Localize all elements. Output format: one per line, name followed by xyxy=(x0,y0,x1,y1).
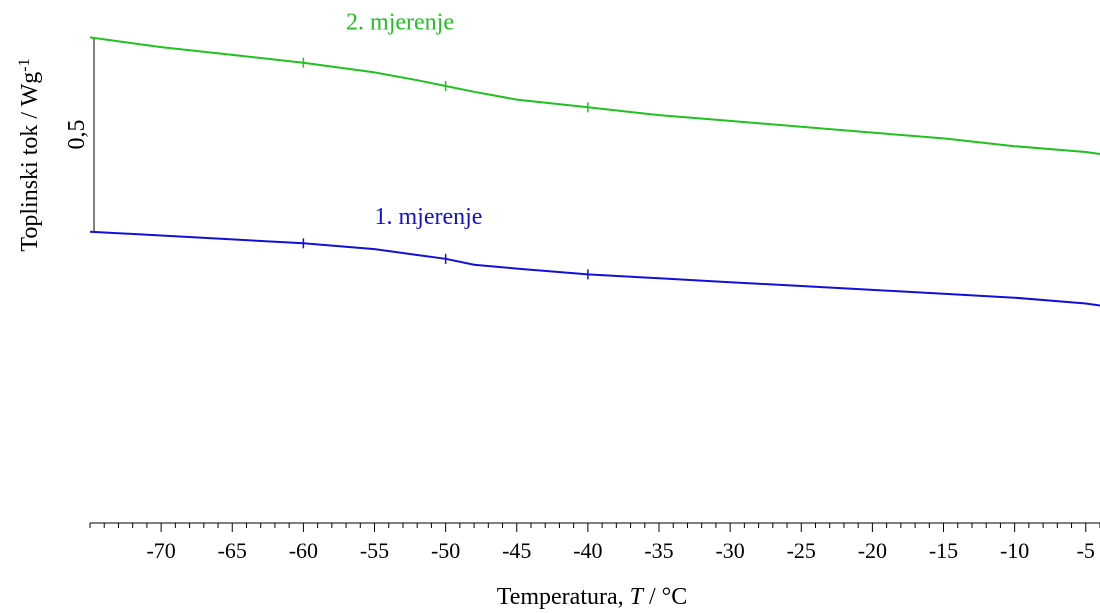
x-tick-label: -70 xyxy=(146,538,175,563)
x-tick-label: -65 xyxy=(218,538,247,563)
scale-bar: 0,5 xyxy=(64,36,95,233)
x-tick-label: -35 xyxy=(644,538,673,563)
x-axis-label: Temperatura, T / °C xyxy=(497,584,688,610)
x-tick-label: -40 xyxy=(573,538,602,563)
series-line-2 xyxy=(89,230,1100,307)
x-tick-label: -15 xyxy=(929,538,958,563)
series-label-2: 1. mjerenje xyxy=(375,204,483,230)
scale-bar-label: 0,5 xyxy=(64,120,90,150)
y-axis-label: Toplinski tok / Wg-1 xyxy=(16,58,44,251)
x-tick-label: -20 xyxy=(858,538,887,563)
x-tick-label: -60 xyxy=(289,538,318,563)
x-tick-label: -5 xyxy=(1077,538,1095,563)
x-axis: -70 -65 -60 -55 -50 -45 -40 -35 -30 -25 -20 -15 -10 -… xyxy=(89,522,1100,563)
x-tick-label: -30 xyxy=(715,538,744,563)
x-tick-label: -45 xyxy=(502,538,531,563)
x-tick-label: -10 xyxy=(1000,538,1029,563)
series-line-1 xyxy=(89,36,1100,155)
x-tick-label: -50 xyxy=(431,538,460,563)
series-group: 2. mjerenje 1. mjerenje xyxy=(89,10,1100,307)
series-label-1: 2. mjerenje xyxy=(346,10,454,36)
x-tick-label: -25 xyxy=(787,538,816,563)
x-tick-label: -55 xyxy=(360,538,389,563)
